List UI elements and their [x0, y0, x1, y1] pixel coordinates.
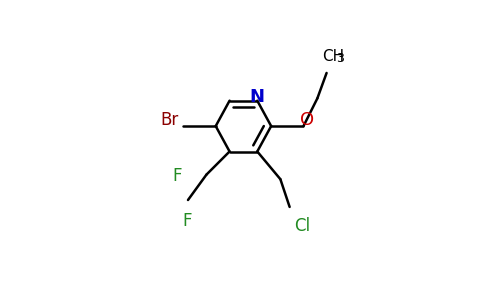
Text: CH: CH: [322, 49, 344, 64]
Text: 3: 3: [336, 52, 344, 65]
Text: F: F: [182, 212, 192, 230]
Text: Cl: Cl: [294, 217, 310, 235]
Text: N: N: [250, 88, 265, 106]
Text: F: F: [173, 167, 182, 185]
Text: O: O: [300, 111, 314, 129]
Text: Br: Br: [161, 111, 179, 129]
